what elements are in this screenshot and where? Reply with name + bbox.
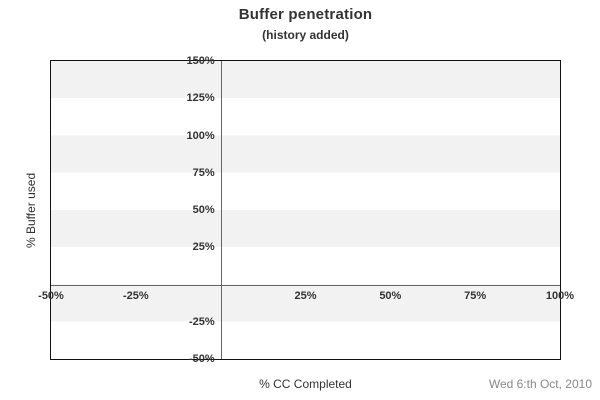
x-tick-label: 25% — [294, 289, 317, 302]
y-axis-title: % Buffer used — [24, 172, 38, 248]
y-tick-label: -25% — [188, 315, 215, 328]
date-stamp: Wed 6:th Oct, 2010 — [488, 377, 592, 391]
y-tick-label: -50% — [188, 353, 215, 365]
x-tick-label: 50% — [379, 289, 402, 302]
y-axis-line — [220, 61, 222, 359]
chart-subtitle: (history added) — [262, 28, 349, 42]
x-axis-line — [51, 284, 560, 286]
y-tick-label: 50% — [192, 204, 215, 216]
x-tick-label: -25% — [122, 289, 149, 302]
plot-area: 150% 125% 100% 75% 50% 25% -25% -50% -50% -25% 25… — [38, 55, 574, 365]
y-tick-label: 25% — [192, 241, 215, 254]
y-tick-label: 75% — [192, 166, 215, 179]
x-axis-title: % CC Completed — [259, 377, 352, 391]
y-tick-label: 100% — [186, 129, 215, 142]
x-tick-label: -50% — [38, 289, 64, 302]
x-tick-label: 100% — [545, 289, 575, 302]
y-tick-label: 125% — [186, 92, 215, 105]
y-tick-label: 150% — [186, 55, 215, 67]
x-tick-label: 75% — [464, 289, 487, 302]
chart-title: Buffer penetration — [238, 6, 373, 23]
